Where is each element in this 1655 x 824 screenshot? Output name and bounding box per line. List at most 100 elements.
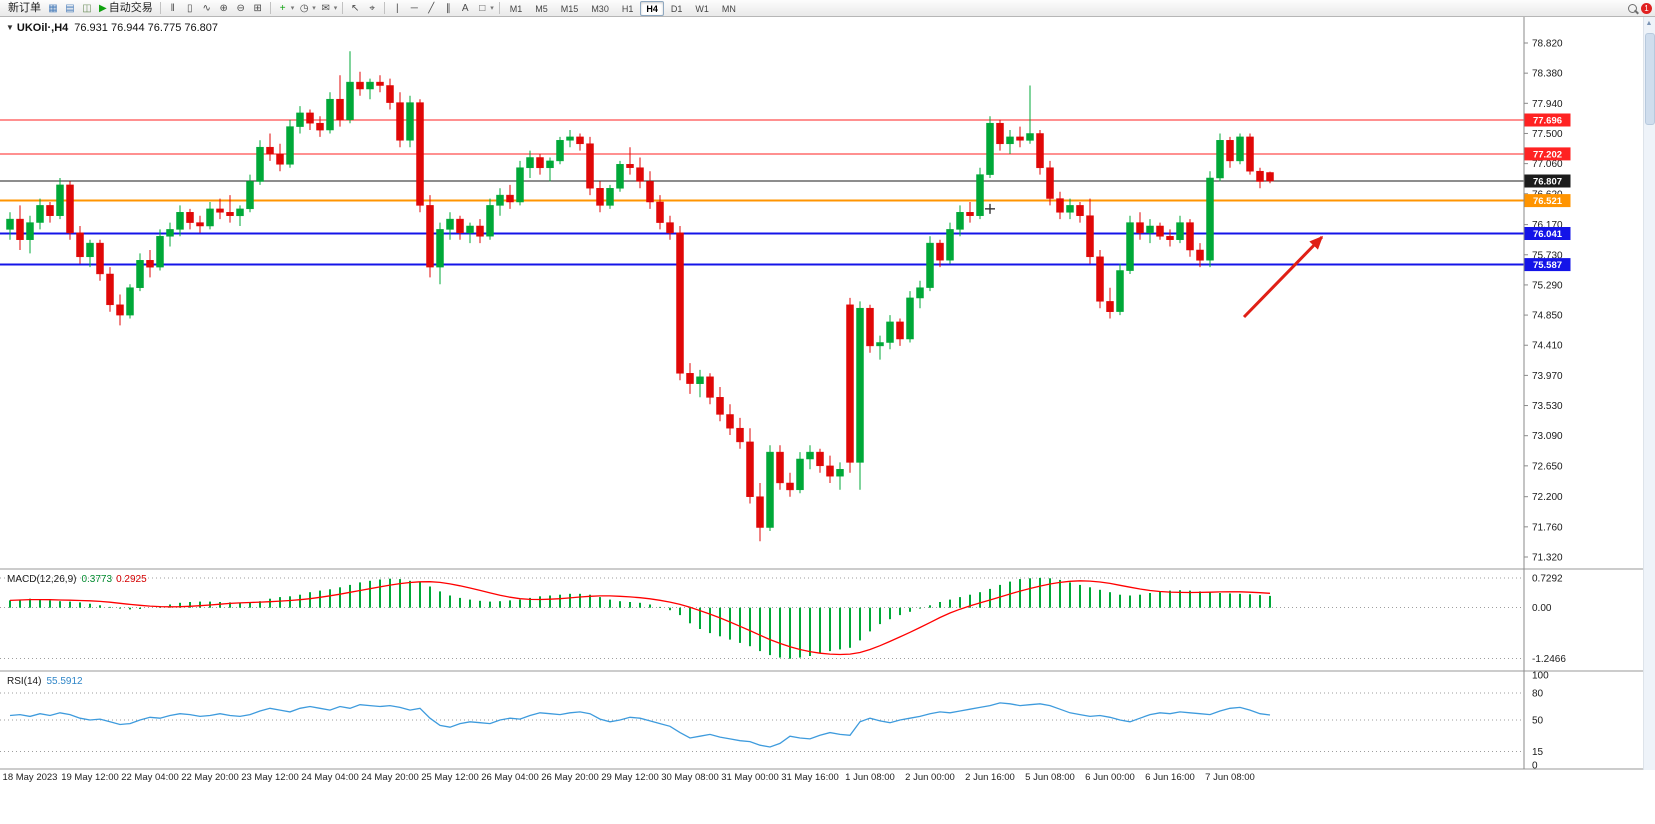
timeframe-h4-button[interactable]: H4 xyxy=(640,0,664,16)
svg-text:72.650: 72.650 xyxy=(1532,461,1563,472)
svg-text:23 May 12:00: 23 May 12:00 xyxy=(241,772,299,783)
svg-text:18 May 2023: 18 May 2023 xyxy=(3,772,58,783)
svg-text:6 Jun 00:00: 6 Jun 00:00 xyxy=(1085,772,1135,783)
price-axis: 78.82078.38077.94077.50077.06076.62076.1… xyxy=(1524,39,1563,564)
svg-text:80: 80 xyxy=(1532,689,1544,700)
svg-text:71.760: 71.760 xyxy=(1532,522,1563,533)
svg-text:7 Jun 08:00: 7 Jun 08:00 xyxy=(1205,772,1255,783)
candlestick-series xyxy=(6,51,1274,542)
trend-arrow-annotation[interactable] xyxy=(1242,235,1324,319)
svg-text:0: 0 xyxy=(1532,761,1538,772)
dropdown-caret-icon[interactable]: ▾ xyxy=(290,5,295,12)
dropdown-caret-icon[interactable]: ▾ xyxy=(490,5,494,12)
auto-trading-button[interactable]: ▶ 自动交易 xyxy=(96,1,156,16)
line-chart-icon[interactable]: ∿ xyxy=(199,1,215,16)
time-axis: 18 May 2023 19 May 12:00 22 May 04:00 22 Ma… xyxy=(3,772,1255,783)
periods-icon[interactable]: ◷ xyxy=(296,1,312,16)
svg-text:22 May 20:00: 22 May 20:00 xyxy=(181,772,239,783)
channel-icon[interactable]: ∥ xyxy=(440,1,456,16)
cursor-icon[interactable]: ↖ xyxy=(347,1,363,16)
svg-text:77.060: 77.060 xyxy=(1532,159,1563,170)
svg-text:0.00: 0.00 xyxy=(1532,603,1552,614)
svg-text:2 Jun 16:00: 2 Jun 16:00 xyxy=(965,772,1015,783)
macd-main-value: 0.3773 xyxy=(81,574,113,585)
chart-collapse-icon[interactable]: ▼ xyxy=(6,23,14,32)
chart-symbol-period: UKOil·,H4 xyxy=(16,22,69,34)
trendline-icon[interactable]: ╱ xyxy=(423,1,439,16)
chart-canvas[interactable]: 78.82078.38077.94077.50077.06076.62076.1… xyxy=(0,17,1655,807)
svg-text:31 May 00:00: 31 May 00:00 xyxy=(721,772,779,783)
zoom-out-icon[interactable]: ⊖ xyxy=(233,1,249,16)
svg-text:31 May 16:00: 31 May 16:00 xyxy=(781,772,839,783)
market-watch-icon[interactable]: ▤ xyxy=(62,1,78,16)
svg-text:71.320: 71.320 xyxy=(1532,553,1563,564)
alert-indicator[interactable]: 1 xyxy=(1641,2,1652,14)
vertical-line-icon[interactable]: | xyxy=(389,1,405,16)
svg-text:25 May 12:00: 25 May 12:00 xyxy=(421,772,479,783)
crosshair-marker[interactable] xyxy=(985,203,995,214)
macd-name: MACD(12,26,9) xyxy=(7,574,77,585)
toolbar-separator xyxy=(342,2,344,14)
svg-text:77.202: 77.202 xyxy=(1533,149,1562,160)
chart-ohlc-values: 76.931 76.944 76.775 76.807 xyxy=(74,22,219,34)
svg-text:77.500: 77.500 xyxy=(1532,129,1563,140)
new-order-button[interactable]: 新订单 xyxy=(3,1,44,16)
crosshair-icon[interactable]: ⌖ xyxy=(364,1,380,16)
bar-chart-icon[interactable]: ‖ xyxy=(165,1,181,16)
navigator-icon[interactable]: ◫ xyxy=(79,1,95,16)
macd-histogram xyxy=(9,577,1271,659)
toolbar-separator xyxy=(159,2,161,14)
svg-text:50: 50 xyxy=(1532,716,1544,727)
timeframe-m15-button[interactable]: M15 xyxy=(555,1,585,16)
timeframe-m5-button[interactable]: M5 xyxy=(529,1,554,16)
svg-text:29 May 12:00: 29 May 12:00 xyxy=(601,772,659,783)
dropdown-caret-icon[interactable]: ▾ xyxy=(333,5,338,12)
templates-icon[interactable]: ✉ xyxy=(318,1,334,16)
vertical-scrollbar[interactable]: ▲ xyxy=(1643,17,1655,770)
zoom-in-icon[interactable]: ⊕ xyxy=(216,1,232,16)
macd-signal-line xyxy=(9,580,1271,656)
indicators-icon[interactable]: + xyxy=(275,1,291,16)
svg-text:78.820: 78.820 xyxy=(1532,39,1563,50)
svg-text:0.7292: 0.7292 xyxy=(1532,573,1563,584)
dropdown-caret-icon[interactable]: ▾ xyxy=(312,5,316,12)
scrollbar-thumb[interactable] xyxy=(1645,33,1655,125)
svg-text:1 Jun 08:00: 1 Jun 08:00 xyxy=(845,772,895,783)
svg-text:72.200: 72.200 xyxy=(1532,492,1563,503)
svg-text:78.380: 78.380 xyxy=(1532,69,1563,80)
svg-text:75.587: 75.587 xyxy=(1533,260,1562,271)
svg-text:75.730: 75.730 xyxy=(1532,250,1563,261)
timeframe-mn-button[interactable]: MN xyxy=(716,1,742,16)
svg-text:76.170: 76.170 xyxy=(1532,220,1563,231)
toolbar-separator xyxy=(498,2,500,14)
candlestick-chart-icon[interactable]: ▯ xyxy=(182,1,198,16)
svg-text:77.696: 77.696 xyxy=(1533,116,1562,127)
toolbar-separator xyxy=(269,2,271,14)
search-icon[interactable] xyxy=(1624,1,1640,16)
timeframe-m30-button[interactable]: M30 xyxy=(585,1,615,16)
timeframe-h1-button[interactable]: H1 xyxy=(616,1,640,16)
svg-text:100: 100 xyxy=(1532,671,1549,682)
toolbar-separator xyxy=(384,2,386,14)
svg-text:26 May 04:00: 26 May 04:00 xyxy=(481,772,539,783)
svg-text:73.090: 73.090 xyxy=(1532,431,1563,442)
text-label-icon[interactable]: A xyxy=(457,1,473,16)
shapes-icon[interactable]: □ xyxy=(474,1,490,16)
horizontal-level-lines[interactable] xyxy=(0,119,1524,266)
svg-text:76.521: 76.521 xyxy=(1533,196,1563,207)
rsi-value: 55.5912 xyxy=(46,676,83,687)
timeframe-d1-button[interactable]: D1 xyxy=(665,1,689,16)
chart-window-icon[interactable]: ▦ xyxy=(45,1,61,16)
svg-text:15: 15 xyxy=(1532,747,1544,758)
macd-signal-value: 0.2925 xyxy=(116,574,147,585)
timeframe-w1-button[interactable]: W1 xyxy=(689,1,715,16)
svg-text:76.041: 76.041 xyxy=(1533,229,1563,240)
timeframe-m1-button[interactable]: M1 xyxy=(504,1,529,16)
svg-text:30 May 08:00: 30 May 08:00 xyxy=(661,772,719,783)
horizontal-line-icon[interactable]: ─ xyxy=(406,1,422,16)
grid-icon[interactable]: ⊞ xyxy=(250,1,266,16)
scroll-up-icon[interactable]: ▲ xyxy=(1645,20,1653,27)
svg-text:6 Jun 16:00: 6 Jun 16:00 xyxy=(1145,772,1195,783)
svg-text:74.410: 74.410 xyxy=(1532,341,1563,352)
svg-text:5 Jun 08:00: 5 Jun 08:00 xyxy=(1025,772,1075,783)
